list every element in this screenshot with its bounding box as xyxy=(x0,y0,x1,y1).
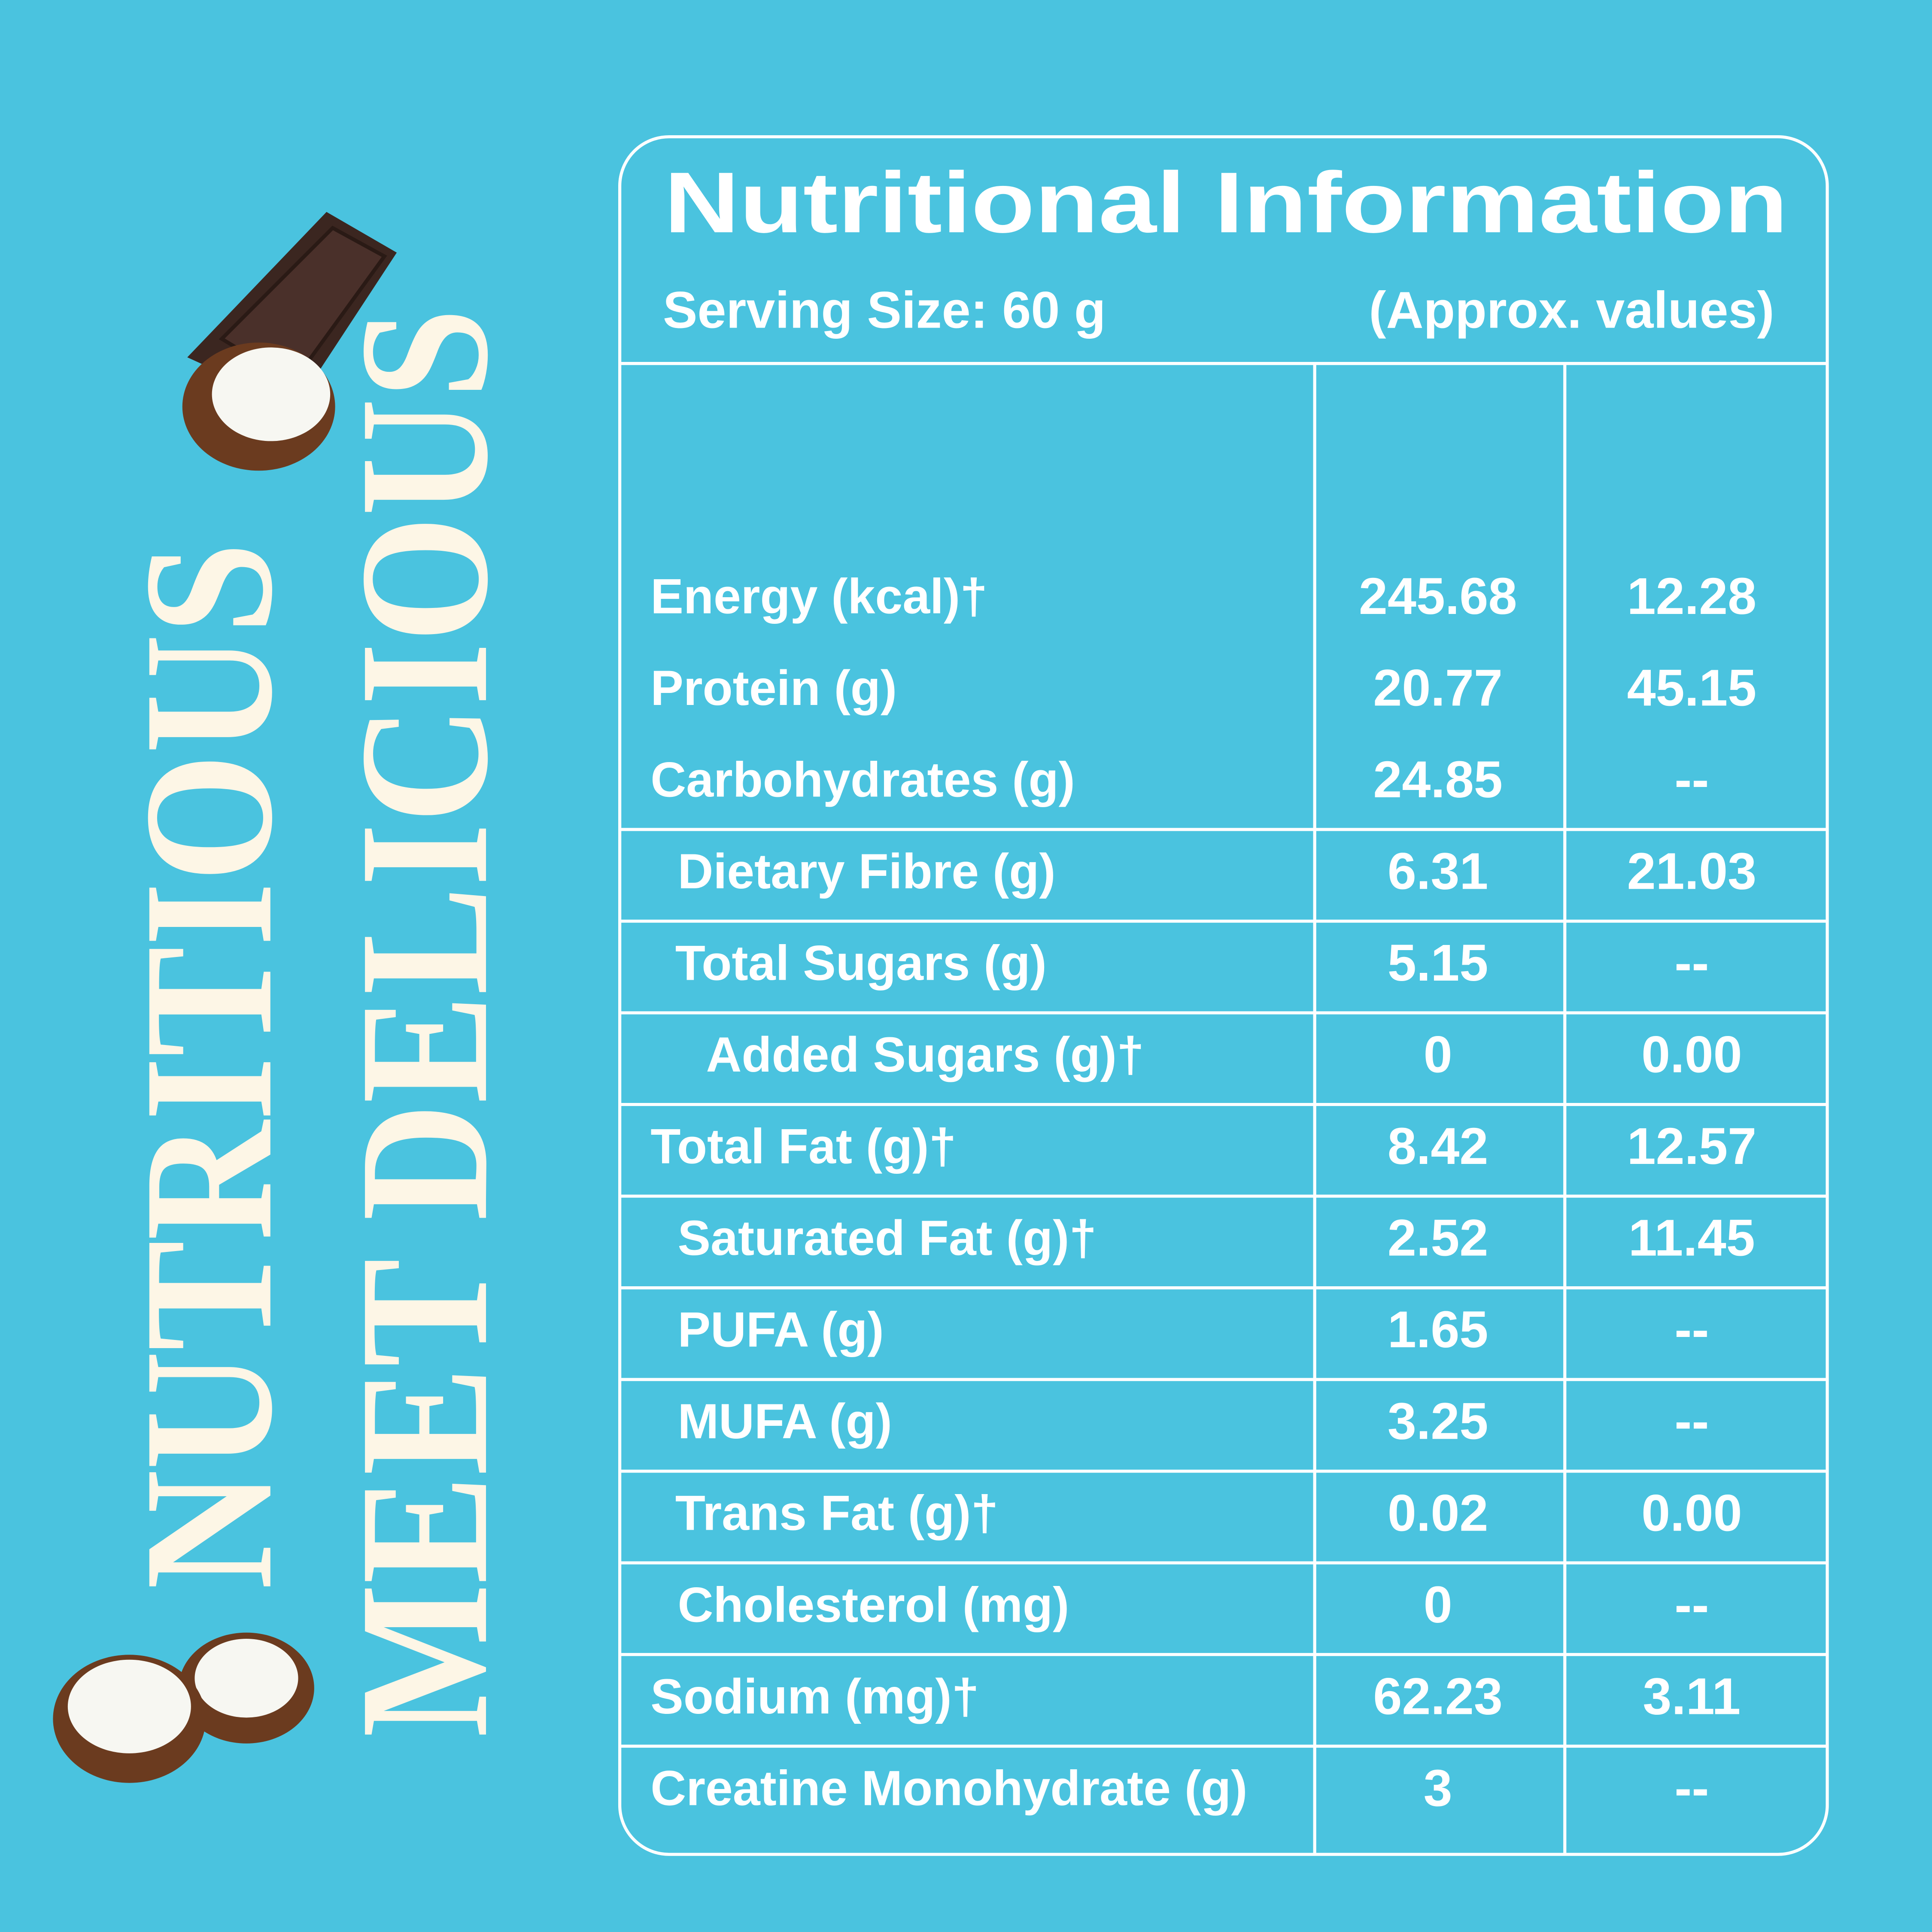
per-serving-value: 0 xyxy=(1424,1576,1452,1634)
row-label: Dietary Fibre (g) xyxy=(677,844,1055,899)
row-label: Cholesterol (mg) xyxy=(677,1577,1069,1632)
daily-value: 12.57 xyxy=(1627,1117,1757,1175)
row-label: Protein (g) xyxy=(650,661,897,716)
row-label: Total Fat (g)† xyxy=(650,1119,956,1174)
per-serving-value: 8.42 xyxy=(1388,1117,1488,1175)
per-serving-value: 6.31 xyxy=(1388,842,1488,900)
row-label: Creatine Monohydrate (g) xyxy=(650,1761,1247,1816)
row-label: Carbohydrates (g) xyxy=(650,753,1075,808)
daily-value: 3.11 xyxy=(1643,1667,1741,1725)
row-label: PUFA (g) xyxy=(677,1303,884,1358)
row-label: MUFA (g) xyxy=(677,1394,892,1449)
coconut-illustration xyxy=(182,342,335,471)
daily-value: -- xyxy=(1674,934,1709,992)
per-serving-value: 5.15 xyxy=(1388,934,1488,992)
row-label: Trans Fat (g)† xyxy=(675,1486,999,1541)
daily-value: -- xyxy=(1674,1300,1709,1358)
per-serving-value: 24.85 xyxy=(1373,750,1503,808)
daily-value: 12.28 xyxy=(1627,567,1757,625)
per-serving-value: 3 xyxy=(1424,1759,1452,1817)
daily-value: 45.15 xyxy=(1627,659,1757,717)
row-label: Sodium (mg)† xyxy=(650,1669,979,1724)
daily-value: -- xyxy=(1674,1392,1709,1450)
row-label: Energy (kcal)† xyxy=(650,569,987,624)
per-serving-value: 0.02 xyxy=(1388,1484,1488,1542)
daily-value: 11.45 xyxy=(1628,1209,1755,1267)
per-serving-value: 1.65 xyxy=(1388,1300,1488,1358)
per-serving-value: 20.77 xyxy=(1373,659,1503,717)
table-title: Nutritional Information xyxy=(664,154,1788,251)
approx-note: (Approx. values) xyxy=(1369,281,1774,339)
daily-value: -- xyxy=(1674,1576,1709,1634)
serving-size: Serving Size: 60 g xyxy=(663,281,1106,339)
per-serving-value: 0 xyxy=(1424,1026,1452,1084)
side-text: NUTRITIOUS xyxy=(106,542,311,1589)
row-label: Total Sugars (g) xyxy=(675,936,1047,991)
row-label: Saturated Fat (g)† xyxy=(677,1211,1097,1266)
per-serving-value: 2.52 xyxy=(1388,1209,1488,1267)
daily-value: 0.00 xyxy=(1641,1026,1742,1084)
daily-value: 0.00 xyxy=(1641,1484,1742,1542)
row-label: Added Sugars (g)† xyxy=(706,1027,1144,1082)
side-text: MEET DELICIOUS xyxy=(322,308,526,1737)
per-serving-value: 3.25 xyxy=(1388,1392,1488,1450)
per-serving-value: 62.23 xyxy=(1373,1667,1503,1725)
daily-value: -- xyxy=(1674,750,1709,808)
table-border xyxy=(618,135,1829,1856)
daily-value: 21.03 xyxy=(1627,842,1757,900)
coconut-illustration xyxy=(53,1632,314,1783)
daily-value: -- xyxy=(1674,1759,1709,1817)
per-serving-value: 245.68 xyxy=(1359,567,1517,625)
